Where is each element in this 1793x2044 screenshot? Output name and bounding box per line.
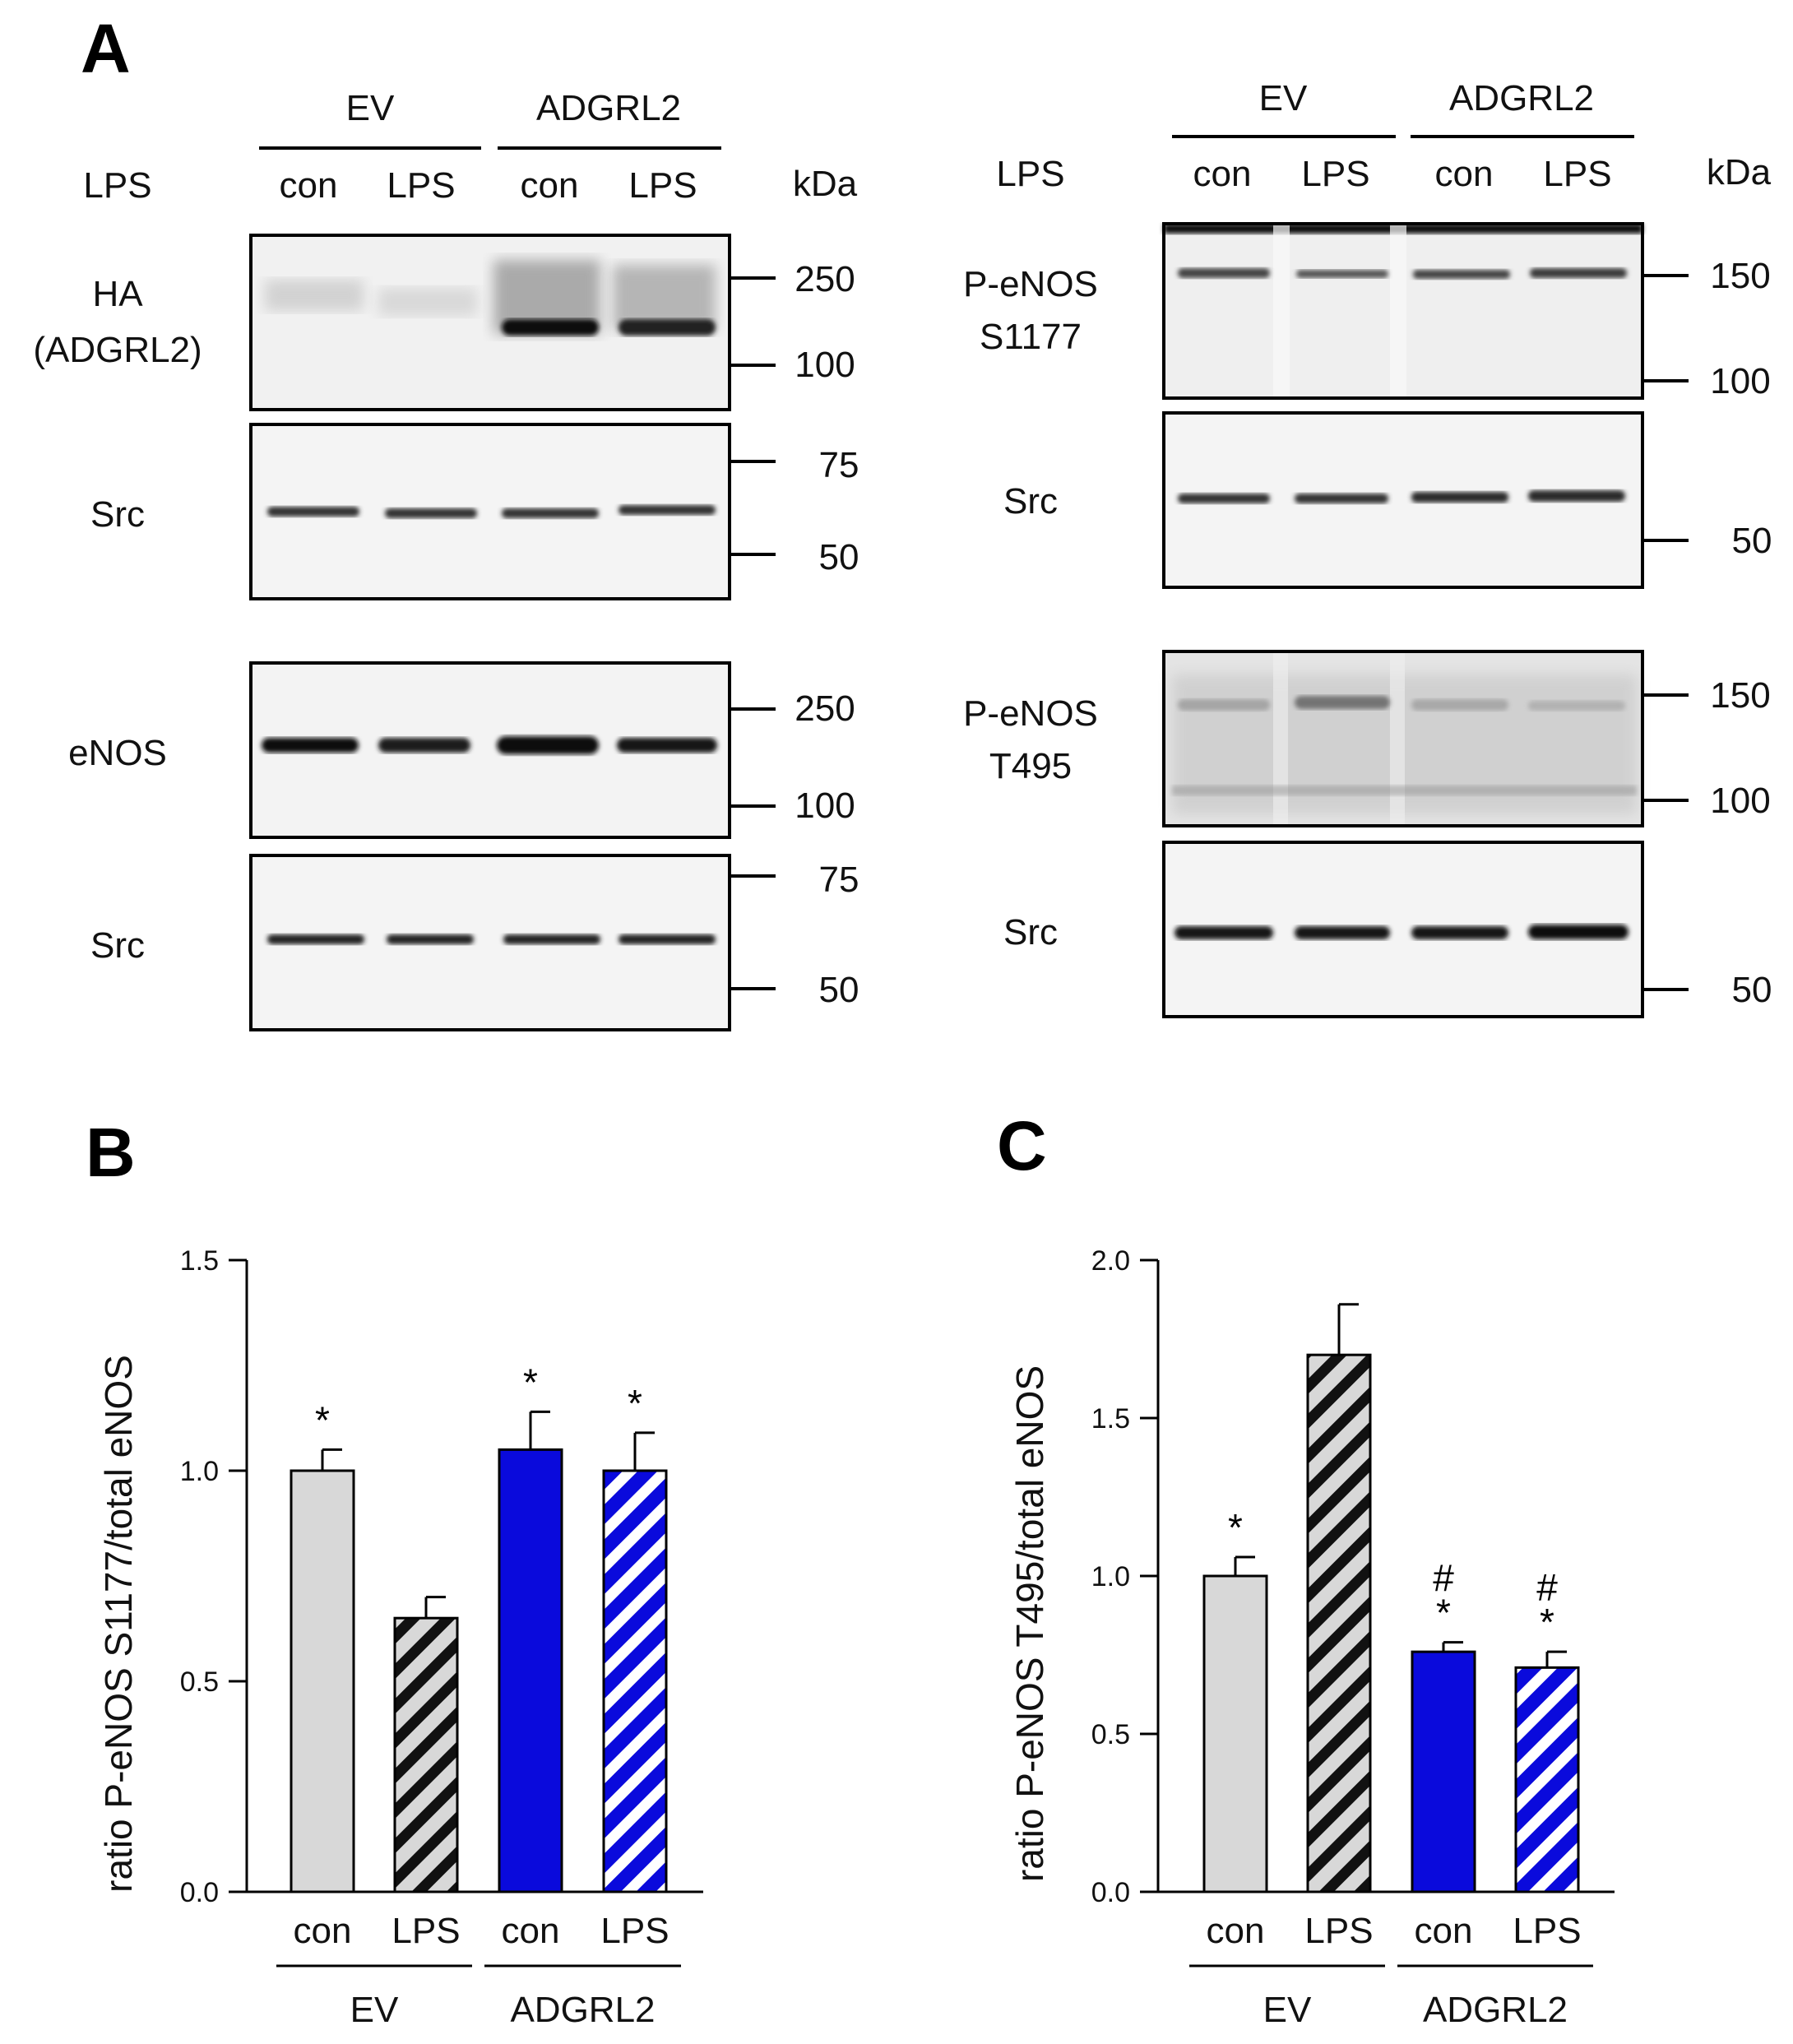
row-label: Src bbox=[90, 925, 145, 966]
bar bbox=[1306, 1353, 1372, 1893]
group-label: EV bbox=[350, 1990, 399, 2030]
bar bbox=[498, 1448, 563, 1893]
y-tick-label: 0.5 bbox=[180, 1666, 219, 1698]
row-label: S1177 bbox=[980, 317, 1082, 357]
marker-150: 150 bbox=[1710, 256, 1770, 296]
category-label: LPS bbox=[391, 1911, 460, 1951]
row-label: Src bbox=[90, 494, 145, 535]
category-label: con bbox=[1415, 1911, 1473, 1951]
chart-b: ratio P-eNOS S1177/total eNOS 0.0 0.5 1.0 1… bbox=[97, 1245, 703, 2030]
group-label-ev: EV bbox=[1259, 78, 1308, 118]
group-label-ev: EV bbox=[346, 88, 395, 128]
bar bbox=[602, 1469, 668, 1893]
group-label: ADGRL2 bbox=[510, 1990, 655, 2030]
lane-label: LPS bbox=[1543, 154, 1611, 194]
marker-50: 50 bbox=[819, 537, 859, 577]
lane-label: LPS bbox=[1301, 154, 1369, 194]
row-label: eNOS bbox=[68, 733, 167, 773]
lane-label: con bbox=[280, 165, 338, 206]
significance-mark: * bbox=[628, 1382, 642, 1425]
row-label: P-eNOS bbox=[963, 693, 1098, 734]
marker-100: 100 bbox=[795, 786, 855, 826]
blot-membrane-src bbox=[249, 854, 731, 1031]
marker-50: 50 bbox=[1732, 970, 1772, 1010]
blot-membrane-peNOS-t495 bbox=[1162, 650, 1644, 827]
blot-membrane-src bbox=[1162, 841, 1644, 1018]
row-label: T495 bbox=[989, 746, 1072, 786]
panel-label-a: A bbox=[81, 10, 131, 87]
marker-250: 250 bbox=[795, 259, 855, 299]
y-axis-label: ratio P-eNOS S1177/total eNOS bbox=[97, 1355, 140, 1893]
marker-75: 75 bbox=[819, 860, 859, 900]
y-tick-label: 1.0 bbox=[1091, 1561, 1130, 1592]
chart-c: ratio P-eNOS T495/total eNOS 0.0 0.5 1.0 1.… bbox=[1008, 1245, 1615, 2030]
category-label: con bbox=[502, 1911, 560, 1951]
blot-left: EV ADGRL2 LPS con LPS con LPS kDa HA (AD… bbox=[33, 88, 859, 1031]
group-label-adgrl2: ADGRL2 bbox=[1449, 78, 1594, 118]
blot-membrane-src bbox=[249, 423, 731, 600]
bar bbox=[290, 1469, 355, 1893]
marker-100: 100 bbox=[795, 345, 855, 385]
marker-50: 50 bbox=[819, 970, 859, 1010]
marker-250: 250 bbox=[795, 688, 855, 729]
significance-mark: * bbox=[1436, 1592, 1451, 1634]
significance-mark: * bbox=[1540, 1601, 1554, 1643]
panel-label-b: B bbox=[86, 1114, 136, 1191]
marker-100: 100 bbox=[1710, 361, 1770, 401]
blot-right: EV ADGRL2 LPS con LPS con LPS kDa P-eNOS… bbox=[963, 78, 1772, 1018]
row-header-lps: LPS bbox=[996, 154, 1064, 194]
y-tick-label: 0.5 bbox=[1091, 1719, 1130, 1750]
category-label: con bbox=[1207, 1911, 1265, 1951]
marker-150: 150 bbox=[1710, 675, 1770, 716]
marker-50: 50 bbox=[1732, 521, 1772, 561]
y-tick-label: 0.0 bbox=[1091, 1877, 1130, 1908]
group-label-adgrl2: ADGRL2 bbox=[536, 88, 681, 128]
blot-membrane-ha bbox=[249, 234, 731, 411]
row-label: Src bbox=[1003, 481, 1058, 521]
marker-75: 75 bbox=[819, 445, 859, 485]
lane-label: LPS bbox=[387, 165, 455, 206]
significance-mark: * bbox=[523, 1360, 538, 1403]
lane-label: con bbox=[1435, 154, 1494, 194]
y-tick-label: 0.0 bbox=[180, 1877, 219, 1908]
bar bbox=[1514, 1666, 1580, 1893]
blot-membrane-src bbox=[1162, 411, 1644, 589]
row-header-lps: LPS bbox=[83, 165, 151, 206]
bar bbox=[393, 1616, 459, 1893]
category-label: LPS bbox=[1304, 1911, 1373, 1951]
row-label: Src bbox=[1003, 912, 1058, 952]
blot-membrane-enos bbox=[249, 661, 731, 839]
bar bbox=[1411, 1650, 1476, 1893]
significance-mark: * bbox=[315, 1398, 330, 1441]
y-tick-label: 1.5 bbox=[180, 1245, 219, 1277]
blot-membrane-peNOS-s1177 bbox=[1162, 222, 1644, 400]
unit-kda: kDa bbox=[1707, 152, 1772, 192]
unit-kda: kDa bbox=[793, 164, 858, 204]
row-label: P-eNOS bbox=[963, 264, 1098, 304]
category-label: LPS bbox=[1513, 1911, 1581, 1951]
y-tick-label: 2.0 bbox=[1091, 1245, 1130, 1277]
row-label: (ADGRL2) bbox=[33, 330, 202, 370]
lane-label: LPS bbox=[628, 165, 697, 206]
marker-100: 100 bbox=[1710, 781, 1770, 821]
category-label: con bbox=[294, 1911, 352, 1951]
significance-mark: # bbox=[1536, 1566, 1558, 1609]
y-tick-label: 1.5 bbox=[1091, 1403, 1130, 1435]
row-label: HA bbox=[92, 274, 143, 314]
significance-mark: # bbox=[1433, 1557, 1454, 1600]
group-label: ADGRL2 bbox=[1423, 1990, 1568, 2030]
panel-label-c: C bbox=[997, 1107, 1047, 1184]
group-label: EV bbox=[1263, 1990, 1312, 2030]
bar bbox=[1202, 1574, 1268, 1893]
y-axis-label: ratio P-eNOS T495/total eNOS bbox=[1008, 1365, 1051, 1882]
lane-label: con bbox=[521, 165, 579, 206]
significance-mark: * bbox=[1228, 1506, 1243, 1549]
category-label: LPS bbox=[600, 1911, 669, 1951]
y-tick-label: 1.0 bbox=[180, 1456, 219, 1487]
lane-label: con bbox=[1193, 154, 1252, 194]
